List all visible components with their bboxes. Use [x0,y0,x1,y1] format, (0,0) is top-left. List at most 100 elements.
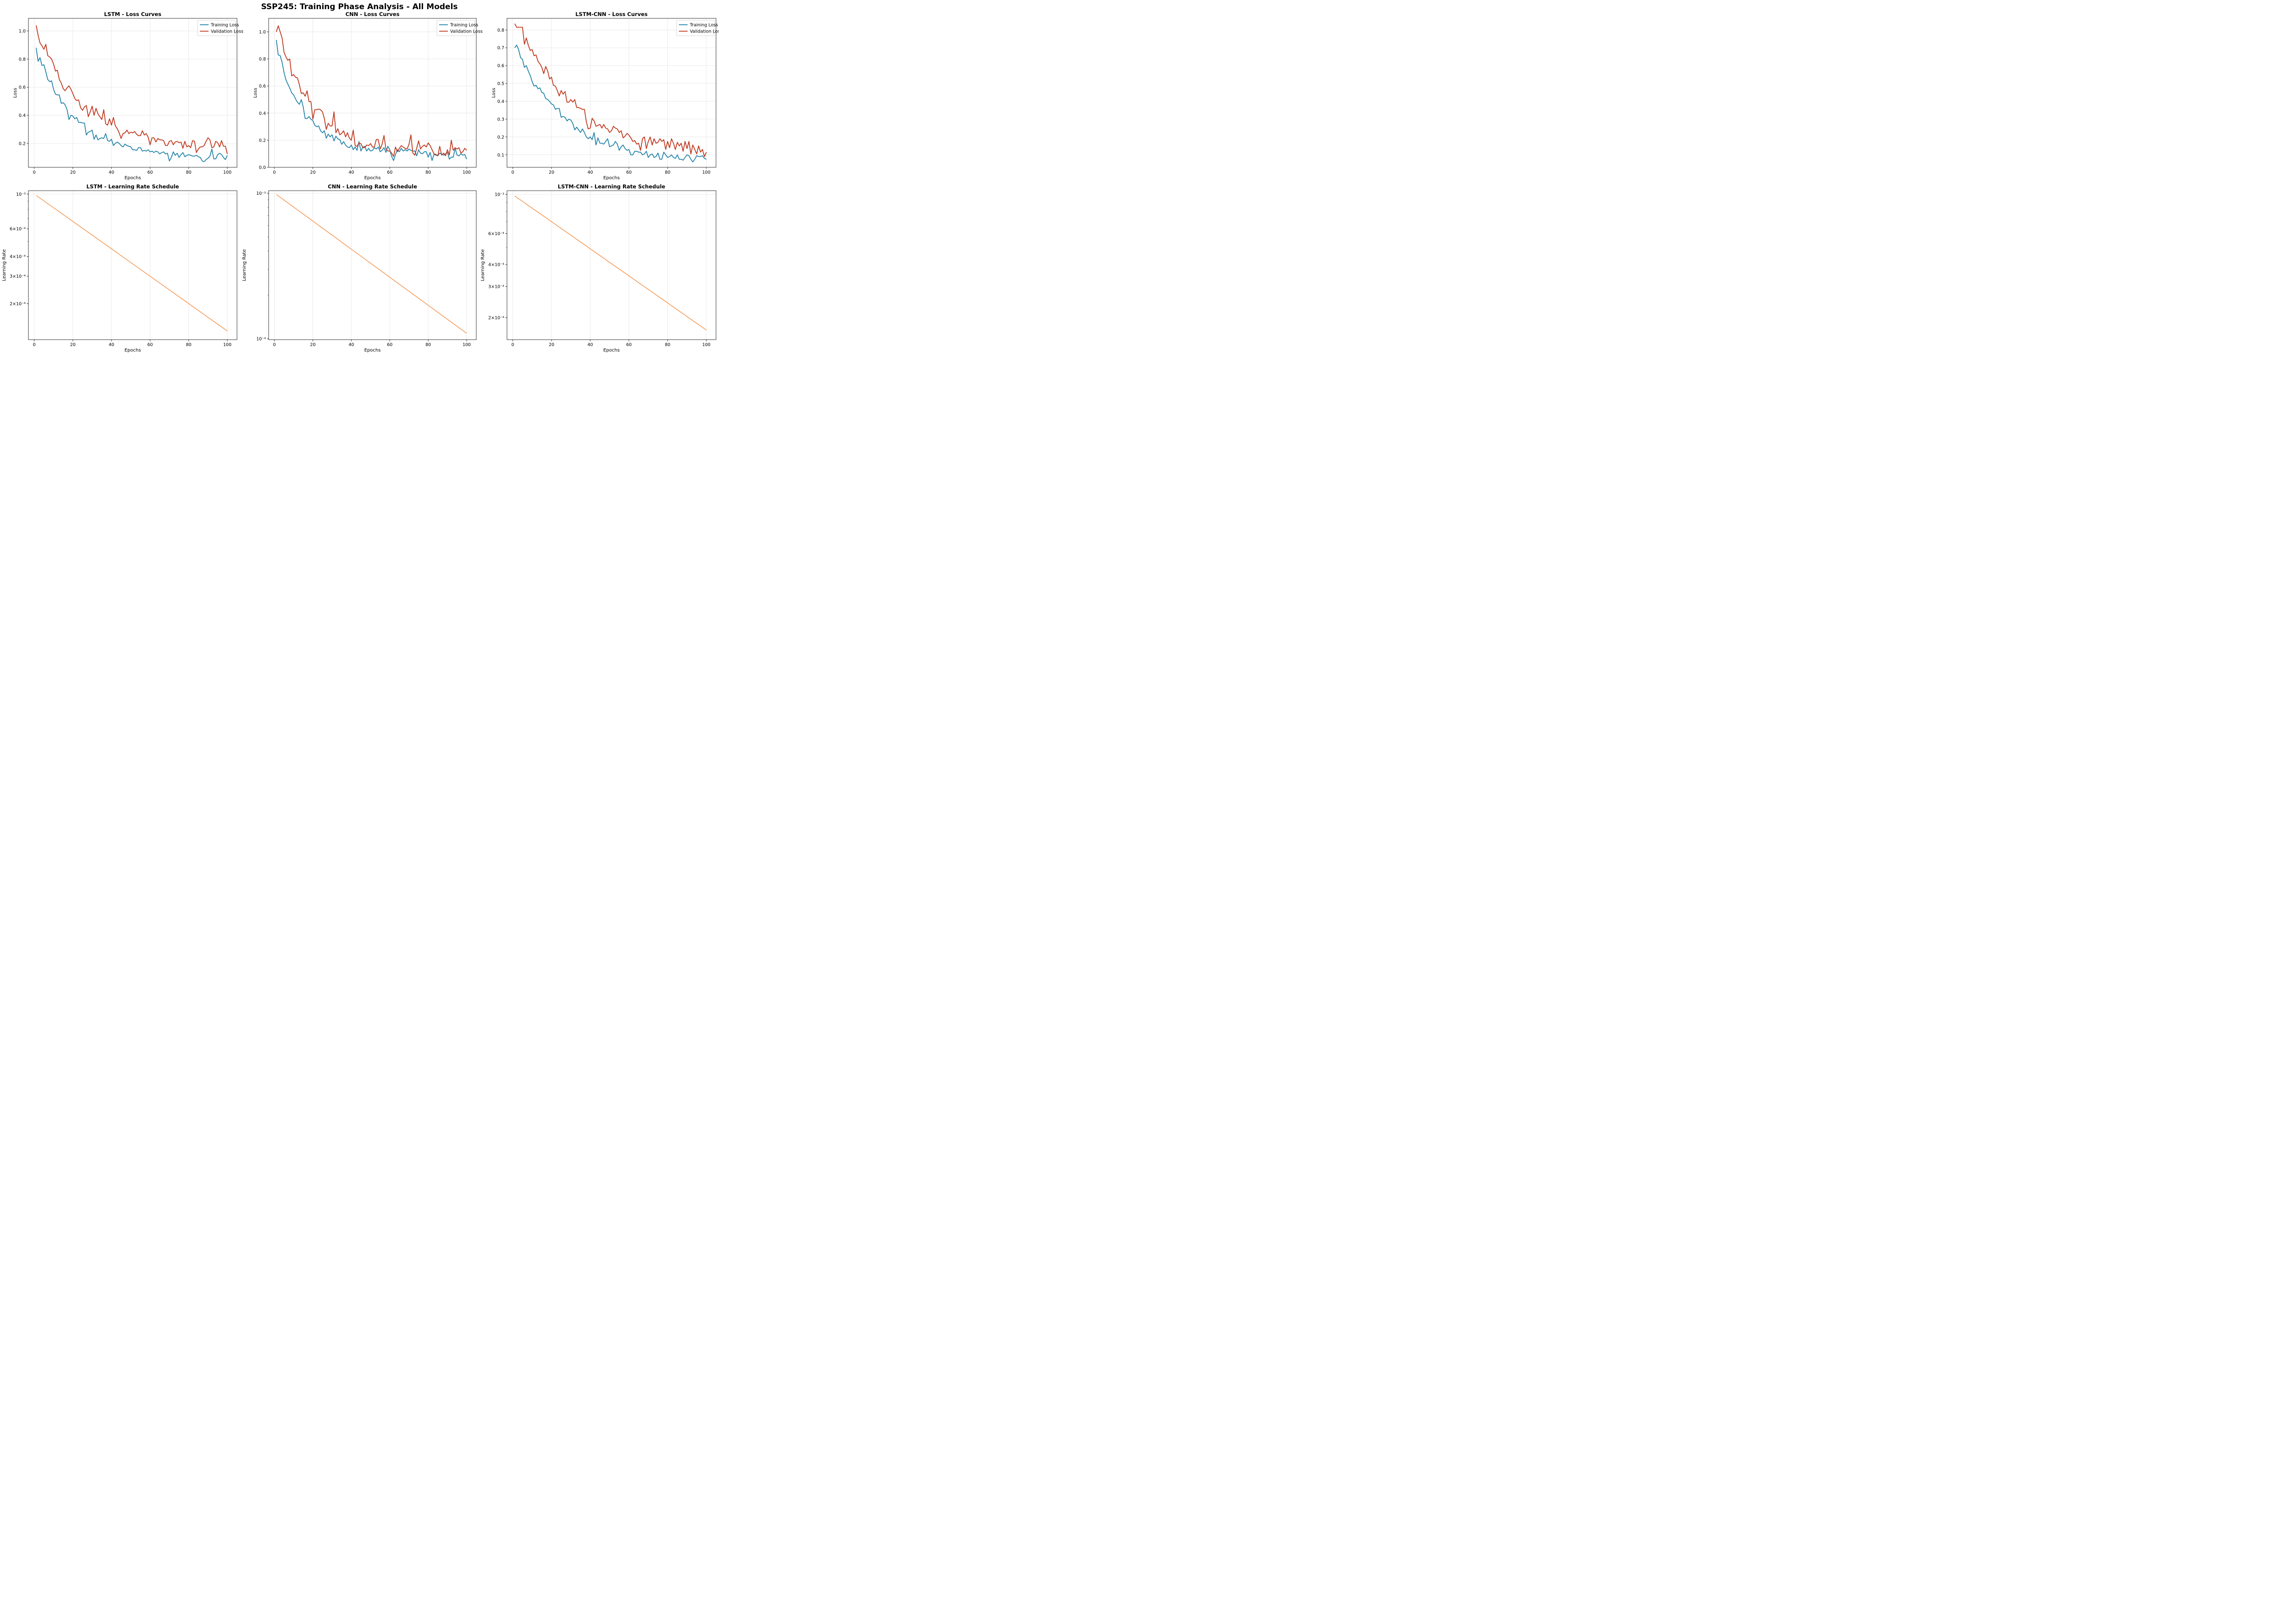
x-tick-label: 0 [512,342,514,347]
legend-box [197,20,236,36]
y-tick-label: 10⁻⁴ [256,337,266,342]
y-tick-label: 6×10⁻⁴ [10,227,26,232]
y-tick-label: 4×10⁻⁴ [488,263,504,268]
x-axis-label: Epochs [603,176,620,181]
series-line-learning-rate [276,194,467,334]
figure: SSP245: Training Phase Analysis - All Mo… [2,2,719,353]
x-tick-label: 20 [70,342,76,347]
y-tick-label: 10⁻³ [256,191,266,196]
y-tick-label: 0.5 [497,82,504,87]
y-tick-label: 1.0 [259,30,266,35]
legend-box [676,20,715,36]
series-line-training-loss [36,48,228,162]
x-tick-label: 100 [223,342,231,347]
y-tick-label: 2×10⁻⁴ [10,302,26,307]
x-tick-label: 80 [425,170,431,175]
panel-2: 0 20 40 60 80 100 0.0 0.2 0.4 0.6 0.8 1.0 CNN - Loss… [253,11,483,181]
legend-label: Validation Loss [211,29,243,34]
y-tick-label: 4×10⁻⁴ [10,254,26,259]
x-tick-label: 60 [387,342,392,347]
panel-title: LSTM-CNN - Learning Rate Schedule [558,183,666,190]
y-tick-label: 0.6 [259,84,266,89]
x-tick-label: 40 [109,170,114,175]
x-tick-label: 40 [348,342,354,347]
x-tick-label: 20 [70,170,76,175]
y-tick-label: 0.1 [497,153,504,158]
x-tick-label: 0 [273,170,276,175]
axes-frame [507,18,716,168]
x-tick-label: 0 [273,342,276,347]
y-axis-label: Learning Rate [242,249,247,281]
panel-title: LSTM - Loss Curves [104,11,161,17]
legend-label: Validation Loss [690,29,719,34]
axes-frame [268,18,477,168]
legend-label: Training Loss [689,23,718,28]
x-tick-label: 60 [147,170,153,175]
panel-title: LSTM - Learning Rate Schedule [87,183,179,190]
y-tick-label: 6×10⁻⁴ [488,231,504,237]
figure-title: SSP245: Training Phase Analysis - All Mo… [261,2,457,11]
y-axis-label: Loss [491,88,496,98]
x-tick-label: 80 [425,342,431,347]
y-tick-label: 0.2 [19,141,26,146]
x-tick-label: 0 [512,170,514,175]
y-tick-label: 0.4 [497,99,504,104]
y-tick-label: 0.8 [259,57,266,62]
panel-4: 0 20 40 60 80 100 2×10⁻⁴ 3×10⁻⁴ 4×10⁻⁴ 6×10⁻⁴ 10⁻³… [2,183,237,353]
y-tick-label: 0.3 [497,117,504,122]
panel-1: 0 20 40 60 80 100 0.2 0.4 0.6 0.8 1.0 LSTM - Loss C… [13,11,243,181]
x-tick-label: 20 [549,170,554,175]
x-tick-label: 100 [463,342,471,347]
legend-label: Validation Loss [450,29,483,34]
series-line-training-loss [514,44,707,163]
y-tick-label: 0.2 [497,135,504,140]
x-tick-label: 60 [626,342,632,347]
y-tick-label: 0.4 [19,113,26,118]
y-tick-label: 0.8 [497,28,504,33]
x-tick-label: 80 [665,170,670,175]
panel-6: 0 20 40 60 80 100 2×10⁻⁴ 3×10⁻⁴ 4×10⁻⁴ 6×10⁻⁴ 10⁻³… [480,183,716,353]
y-tick-label: 0.6 [497,64,504,69]
y-tick-label: 10⁻³ [495,193,504,198]
x-tick-label: 40 [588,342,593,347]
axes-frame [28,18,237,168]
x-tick-label: 40 [109,342,114,347]
y-tick-label: 0.0 [259,165,266,171]
x-tick-label: 60 [147,342,153,347]
legend-box [436,20,475,36]
y-tick-label: 0.8 [19,57,26,62]
y-tick-label: 0.2 [259,138,266,143]
y-axis-label: Loss [13,88,18,98]
y-tick-label: 3×10⁻⁴ [488,285,504,290]
x-axis-label: Epochs [364,176,381,181]
axes-frame [507,190,716,340]
x-tick-label: 100 [702,170,711,175]
x-tick-label: 80 [665,342,670,347]
x-tick-label: 20 [549,342,554,347]
panel-title: LSTM-CNN - Loss Curves [575,11,648,17]
x-tick-label: 60 [387,170,392,175]
x-tick-label: 100 [223,170,231,175]
x-tick-label: 0 [33,170,36,175]
series-line-validation-loss [275,25,467,157]
x-tick-label: 100 [702,342,711,347]
y-tick-label: 10⁻³ [16,192,26,197]
panel-3: 0 20 40 60 80 100 0.1 0.2 0.3 0.4 0.5 0.6 0.7 0.8 LSTM… [491,11,719,181]
y-tick-label: 1.0 [19,29,26,34]
series-line-learning-rate [36,195,228,331]
x-tick-label: 20 [310,342,315,347]
x-tick-label: 0 [33,342,36,347]
x-tick-label: 80 [186,342,192,347]
panel-5: 0 20 40 60 80 100 10⁻⁴ 10⁻³ CNN - Learning Rate … [242,183,477,353]
panel-title: CNN - Loss Curves [346,11,400,17]
y-tick-label: 0.4 [259,111,266,116]
axes-frame [28,190,237,340]
legend-label: Training Loss [450,23,478,28]
y-axis-label: Learning Rate [480,249,485,281]
y-tick-label: 2×10⁻⁴ [488,315,504,320]
x-tick-label: 40 [588,170,593,175]
y-tick-label: 0.6 [19,85,26,90]
x-axis-label: Epochs [125,348,141,353]
x-tick-label: 100 [463,170,471,175]
axes-frame [268,190,477,340]
